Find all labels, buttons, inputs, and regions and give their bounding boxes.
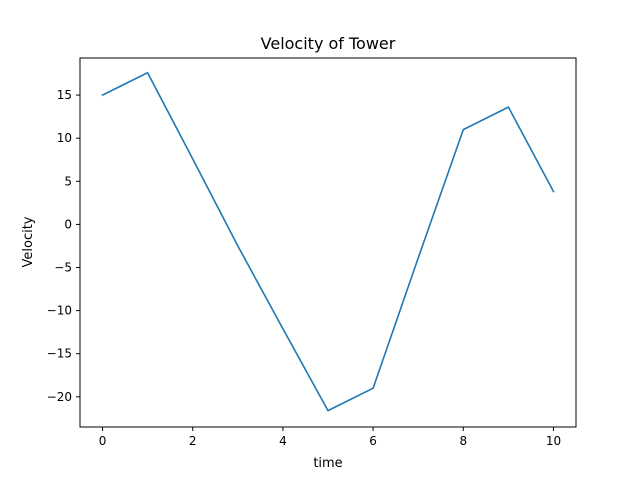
x-axis-ticks: 0 2 4 6 8 10 [99,427,561,448]
series-line [101,71,555,412]
axes-frame [79,57,577,428]
x-tick-label: 4 [279,434,287,448]
series-layer [101,71,555,412]
y-tick-label: 10 [57,131,72,145]
y-tick-label: −20 [47,390,72,404]
y-tick-label: −10 [47,304,72,318]
x-tick-label: 8 [459,434,467,448]
x-tick-label: 6 [369,434,377,448]
y-tick-label: 15 [57,88,72,102]
x-tick-label: 10 [546,434,561,448]
plot-area [79,57,577,428]
x-axis-label: time [313,456,342,471]
y-tick-label: 5 [64,174,72,188]
y-axis-ticks: −20 −15 −10 −5 0 5 10 15 [47,88,80,404]
x-tick-label: 0 [99,434,107,448]
y-tick-label: 0 [64,217,72,231]
y-tick-label: −5 [54,261,72,275]
x-tick-label: 2 [189,434,197,448]
chart-title: Velocity of Tower [261,34,396,53]
y-tick-label: −15 [47,347,72,361]
y-axis-label: Velocity [21,216,36,267]
